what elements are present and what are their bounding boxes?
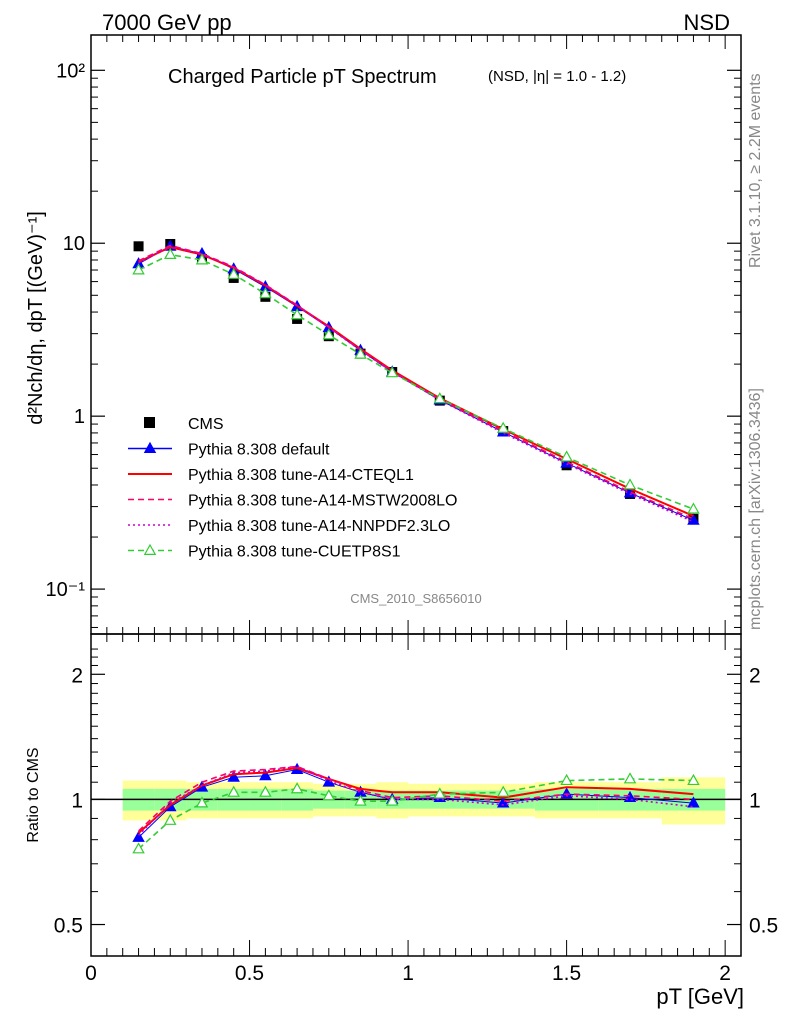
ratio-y-tick-label-right: 2 [749,664,761,687]
legend-marker [143,441,157,453]
ratio-default-point [560,787,573,799]
default-point [687,513,700,525]
legend-label: Pythia 8.308 default [188,442,330,459]
cuetp8s1-point [259,287,272,299]
ratio-cuetp8s1-point [132,842,145,854]
cuetp8s1-point [290,308,304,320]
ratio-y-tick-label: 1 [71,789,83,812]
ratio-cuetp8s1-point [290,782,304,794]
ratio-cuetp8s1-point [195,796,209,808]
ratio-default-point [259,769,272,781]
chart-title: Charged Particle pT Spectrum [168,66,437,88]
ratio-y-axis-label: Ratio to CMS [25,747,42,842]
ratio-cuetp8s1-point [354,794,367,806]
cuetp8s1-point [623,478,637,490]
series-line [138,253,694,510]
process-label: NSD [684,10,730,35]
legend-marker [143,543,157,555]
ratio-series-line [138,765,694,836]
legend-label: Pythia 8.308 tune-A14-MSTW2008LO [188,493,457,510]
cuetp8s1-point [322,328,336,340]
y-tick-label: 10² [56,60,85,82]
legend-label: Pythia 8.308 tune-CUETP8S1 [188,544,401,561]
cuetp8s1-point [195,253,209,265]
main-axes: 10⁻¹ 1 10 10² [46,35,741,634]
ratio-axes: 0.5 0.5 1 1 2 2 0 0.5 1 1.5 2 [54,634,778,985]
ratio-cuetp8s1-point [259,785,272,797]
cuetp8s1-point [164,247,177,260]
legend-label: Pythia 8.308 tune-A14-CTEQL1 [188,467,414,484]
ratio-default-point [687,796,700,808]
legend-label: CMS [188,416,224,433]
x-axis-label: pT [GeV] [656,984,744,1009]
ratio-cuetp8s1-point [433,787,447,799]
x-tick-label: 0.5 [235,962,264,985]
ratio-cuetp8s1-point [322,789,336,801]
ratio-y-tick-label-right: 1 [749,789,761,812]
cuetp8s1-point [560,450,573,462]
ratio-y-tick-label: 0.5 [54,915,83,938]
ratio-cuetp8s1-point [227,785,240,797]
ratio-cuetp8s1-point [560,773,573,786]
cuetp8s1-point [496,421,510,433]
cuetp8s1-point [227,267,240,279]
ratio-frame [90,633,742,957]
legend-label: Pythia 8.308 tune-A14-NNPDF2.3LO [188,518,450,535]
default-point [623,486,637,498]
series-line [138,244,694,520]
ratio-cuetp8s1-point [164,813,177,825]
x-tick-label: 0 [85,962,97,985]
ratio-y-tick-label: 2 [71,664,83,687]
ratio-default-point [227,770,240,782]
x-tick-label: 1.5 [552,962,581,985]
cuetp8s1-point [385,366,399,378]
ratio-series-line [138,765,694,832]
analysis-id: CMS_2010_S8656010 [350,591,482,606]
main-series-layer [132,238,700,525]
ratio-series-layer [132,762,700,854]
x-tick-label: 2 [719,962,731,985]
ratio-cuetp8s1-point [687,773,700,786]
cuetp8s1-point [687,502,700,514]
cuetp8s1-point [132,263,145,275]
legend: CMS Pythia 8.308 default Pythia 8.308 tune… [128,416,457,561]
ratio-cuetp8s1-point [385,794,399,806]
ratio-cuetp8s1-point [623,772,637,784]
legend-marker-cms [144,417,155,428]
ratio-default-point [132,830,145,842]
y-axis-label: d²Nch/dη, dpT [(GeV)⁻¹] [25,211,47,425]
cuetp8s1-point [433,392,447,404]
ratio-default-point [496,796,510,808]
ratio-series-line [138,778,694,850]
beam-label: 7000 GeV pp [102,10,232,35]
cms-data-point [133,241,144,252]
cuetp8s1-point [354,347,367,359]
x-tick-label: 1 [402,962,414,985]
y-tick-label: 10⁻¹ [46,579,86,601]
mcplots-label: mcplots.cern.ch [arXiv:1306.3436] [747,388,764,630]
chart-subtitle: (NSD, |η| = 1.0 - 1.2) [488,68,626,85]
ratio-y-tick-label-right: 0.5 [749,915,778,938]
ratio-cuetp8s1-point [496,785,510,797]
y-tick-label: 10 [63,233,85,255]
rivet-label: Rivet 3.1.10, ≥ 2.2M events [747,73,764,268]
y-tick-label: 1 [74,406,85,428]
